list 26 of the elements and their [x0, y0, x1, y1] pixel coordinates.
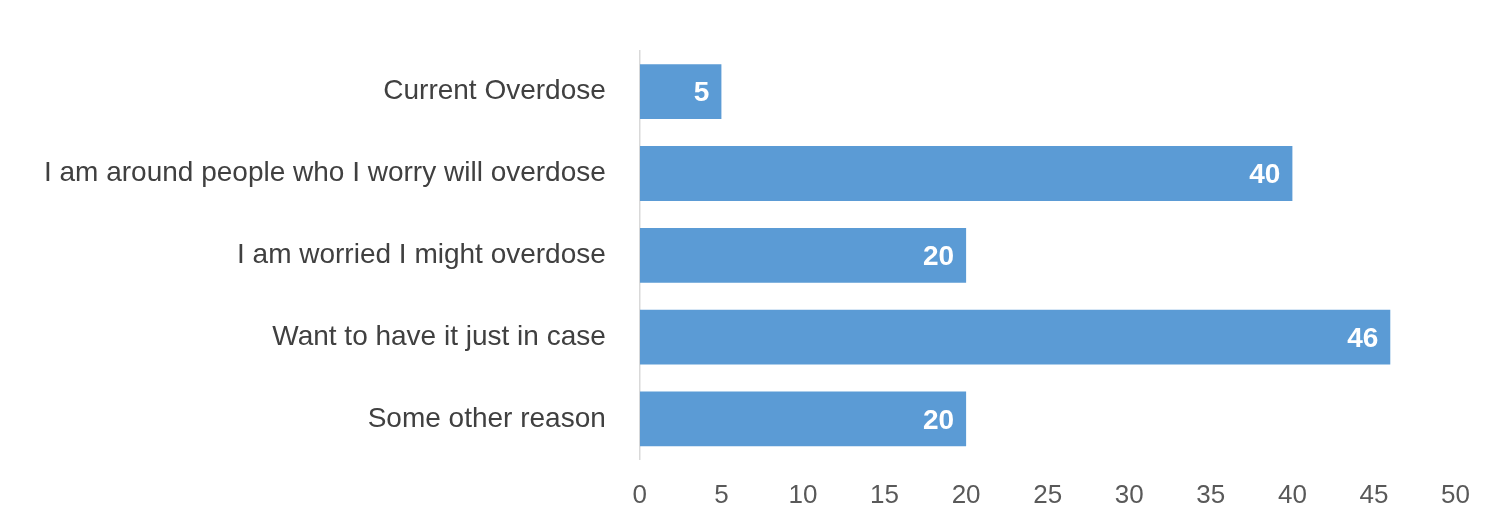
x-tick-label: 15	[870, 478, 900, 509]
bar	[639, 391, 967, 447]
x-tick-label: 30	[1114, 478, 1144, 509]
x-tick-label: 40	[1277, 478, 1307, 509]
y-tick-label: Want to have it just in case	[272, 319, 606, 351]
y-tick-label: Current Overdose	[383, 74, 606, 106]
x-tick-label: 10	[788, 478, 818, 509]
x-tick-label: 35	[1196, 478, 1226, 509]
bar	[639, 146, 1293, 201]
x-tick-label: 50	[1441, 478, 1470, 509]
y-tick-label: I am worried I might overdose	[237, 238, 606, 270]
data-label: 46	[1347, 321, 1379, 353]
x-tick-label: 20	[951, 478, 981, 509]
bar	[639, 64, 722, 120]
x-tick-label: 45	[1359, 478, 1389, 509]
bar	[639, 309, 1391, 365]
data-label: 40	[1249, 158, 1281, 190]
y-tick-label: I am around people who I worry will overdose	[43, 156, 606, 188]
data-label: 5	[693, 76, 710, 108]
data-label: 20	[922, 240, 955, 272]
bar	[639, 227, 967, 283]
x-tick-label: 5	[714, 478, 729, 509]
x-tick-label: 0	[632, 478, 648, 509]
y-tick-label: Some other reason	[367, 401, 606, 433]
x-tick-label: 25	[1033, 478, 1063, 509]
data-label: 20	[922, 403, 955, 435]
